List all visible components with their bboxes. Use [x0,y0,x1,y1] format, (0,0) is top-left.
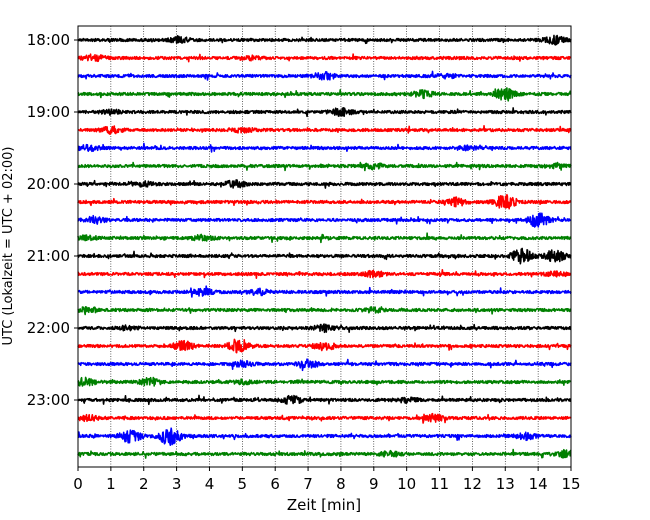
y-tick-label: 22:00 [27,319,70,337]
x-tick-label: 7 [303,475,313,493]
trace-line [77,142,572,153]
trace-line [77,323,572,334]
x-tick-label: 9 [369,475,379,493]
x-tick-label: 14 [529,475,548,493]
x-axis-ticks: 0 1 2 3 4 5 6 7 8 9 10 11 12 13 14 15 [73,467,581,493]
trace-line [77,285,572,298]
x-tick-label: 11 [430,475,449,493]
x-tick-label: 12 [463,475,482,493]
y-tick-label: 19:00 [27,103,70,121]
y-tick-label: 21:00 [27,247,70,265]
x-tick-label: 2 [139,475,149,493]
vertical-grid-lines [110,26,539,467]
trace-line [77,376,572,387]
x-tick-label: 3 [172,475,182,493]
trace-line [77,106,572,118]
trace-line [77,87,572,102]
trace-line [77,247,572,265]
x-tick-label: 5 [238,475,248,493]
plot-frame [77,25,572,468]
x-tick-label: 1 [106,475,116,493]
trace-line [77,448,572,459]
x-tick-label: 15 [561,475,580,493]
x-tick-label: 8 [336,475,346,493]
trace-line [77,232,572,244]
x-tick-label: 13 [496,475,515,493]
x-axis-label: Zeit [min] [287,496,361,514]
trace-line [77,338,572,354]
trace-line [77,125,572,135]
y-tick-label: 20:00 [27,175,70,193]
trace-line [77,70,572,81]
trace-line [77,161,572,172]
trace-line [77,179,572,189]
y-axis-label: UTC (Lokalzeit = UTC + 02:00) [1,147,16,346]
x-tick-label: 10 [397,475,416,493]
trace-line [77,53,572,63]
y-axis-ticks: 18:00 19:00 20:00 21:00 22:00 23:00 [27,31,78,409]
trace-line [77,34,572,46]
trace-line [77,268,572,279]
x-tick-label: 6 [270,475,280,493]
trace-line [77,212,572,228]
trace-line [77,358,572,372]
seismic-traces [77,34,572,459]
y-tick-label: 18:00 [27,31,70,49]
trace-line [77,193,572,210]
y-tick-label: 23:00 [27,391,70,409]
trace-line [77,427,572,446]
trace-line [77,305,572,316]
x-tick-label: 0 [73,475,83,493]
x-tick-label: 4 [205,475,215,493]
trace-line [77,394,572,406]
trace-line [77,412,572,424]
